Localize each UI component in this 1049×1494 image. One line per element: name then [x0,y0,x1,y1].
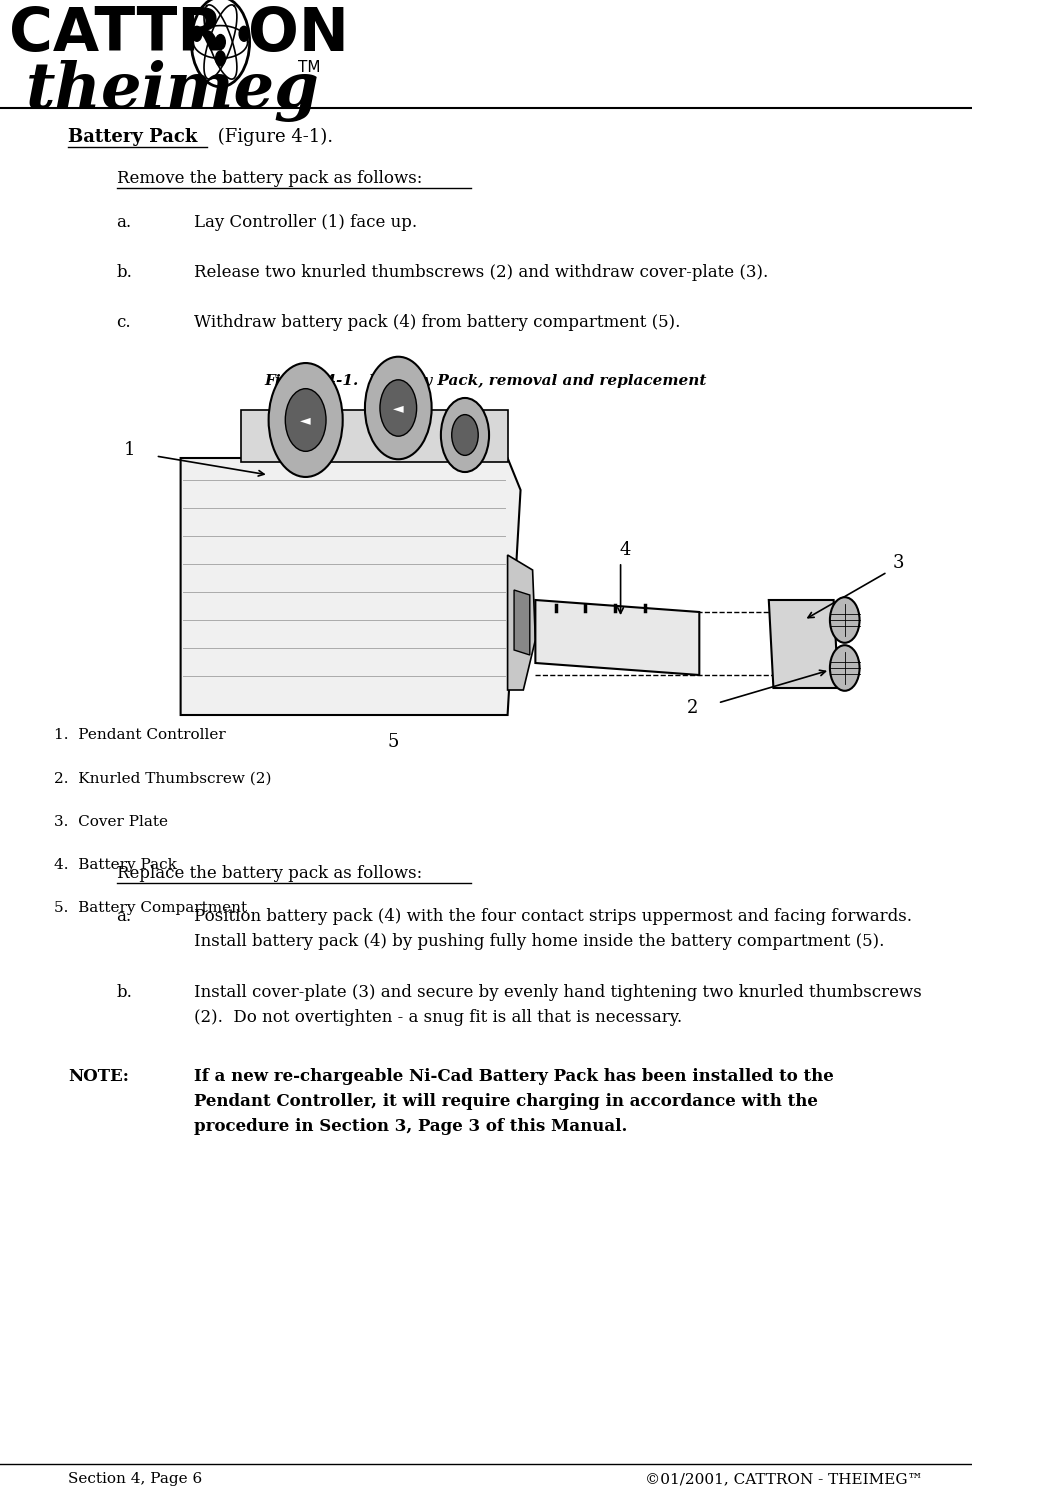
Text: Battery Pack: Battery Pack [68,128,197,146]
Text: 4.  Battery Pack: 4. Battery Pack [53,858,176,872]
Text: 5.  Battery Compartment: 5. Battery Compartment [53,901,247,916]
Polygon shape [769,601,838,689]
Circle shape [269,363,343,477]
Text: (2).  Do not overtighten - a snug fit is all that is necessary.: (2). Do not overtighten - a snug fit is … [194,1008,683,1026]
Text: Install battery pack (4) by pushing fully home inside the battery compartment (5: Install battery pack (4) by pushing full… [194,932,884,950]
Text: 1: 1 [124,441,135,459]
Text: Lay Controller (1) face up.: Lay Controller (1) face up. [194,214,418,232]
Text: Figure 4-1.  Battery Pack, removal and replacement: Figure 4-1. Battery Pack, removal and re… [264,374,707,388]
Text: NOTE:: NOTE: [68,1068,129,1085]
Circle shape [452,415,478,456]
Text: 1.  Pendant Controller: 1. Pendant Controller [53,728,226,743]
Text: ◄: ◄ [300,412,311,427]
Text: procedure in Section 3, Page 3 of this Manual.: procedure in Section 3, Page 3 of this M… [194,1118,627,1135]
Circle shape [830,645,859,690]
Text: 2.  Knurled Thumbscrew (2): 2. Knurled Thumbscrew (2) [53,771,272,786]
Text: 3.  Cover Plate: 3. Cover Plate [53,814,168,829]
Circle shape [216,34,226,49]
Text: b.: b. [116,985,132,1001]
Polygon shape [508,554,535,690]
Text: 3: 3 [893,554,904,572]
Text: ©01/2001, CATTRON - THEIMEG™: ©01/2001, CATTRON - THEIMEG™ [645,1472,923,1487]
Text: Section 4, Page 6: Section 4, Page 6 [68,1472,202,1487]
Text: Pendant Controller, it will require charging in accordance with the: Pendant Controller, it will require char… [194,1094,818,1110]
Text: If a new re-chargeable Ni-Cad Battery Pack has been installed to the: If a new re-chargeable Ni-Cad Battery Pa… [194,1068,834,1085]
Circle shape [192,27,201,42]
Text: 5: 5 [388,734,400,751]
Text: a.: a. [116,214,132,232]
Circle shape [365,357,431,459]
Circle shape [830,598,859,642]
Circle shape [441,397,489,472]
Circle shape [216,51,226,66]
Text: a.: a. [116,908,132,925]
Polygon shape [241,409,508,462]
Text: 4: 4 [620,541,630,559]
Text: Release two knurled thumbscrews (2) and withdraw cover-plate (3).: Release two knurled thumbscrews (2) and … [194,264,769,281]
Polygon shape [535,601,700,675]
Text: b.: b. [116,264,132,281]
Text: (Figure 4-1).: (Figure 4-1). [212,128,333,146]
Text: theimeg: theimeg [26,60,320,123]
Text: TM: TM [298,60,321,75]
Circle shape [285,388,326,451]
Text: Withdraw battery pack (4) from battery compartment (5).: Withdraw battery pack (4) from battery c… [194,314,681,332]
Polygon shape [180,459,520,716]
Text: 2: 2 [687,699,699,717]
Text: ◄: ◄ [393,400,404,415]
Text: CATTR: CATTR [9,4,223,64]
Polygon shape [514,590,530,654]
Text: Remove the battery pack as follows:: Remove the battery pack as follows: [116,170,422,187]
Text: c.: c. [116,314,131,332]
Circle shape [380,379,416,436]
Circle shape [239,27,249,42]
Text: Replace the battery pack as follows:: Replace the battery pack as follows: [116,865,422,881]
Text: ON: ON [249,4,349,64]
Text: Install cover-plate (3) and secure by evenly hand tightening two knurled thumbsc: Install cover-plate (3) and secure by ev… [194,985,922,1001]
Text: Position battery pack (4) with the four contact strips uppermost and facing forw: Position battery pack (4) with the four … [194,908,913,925]
